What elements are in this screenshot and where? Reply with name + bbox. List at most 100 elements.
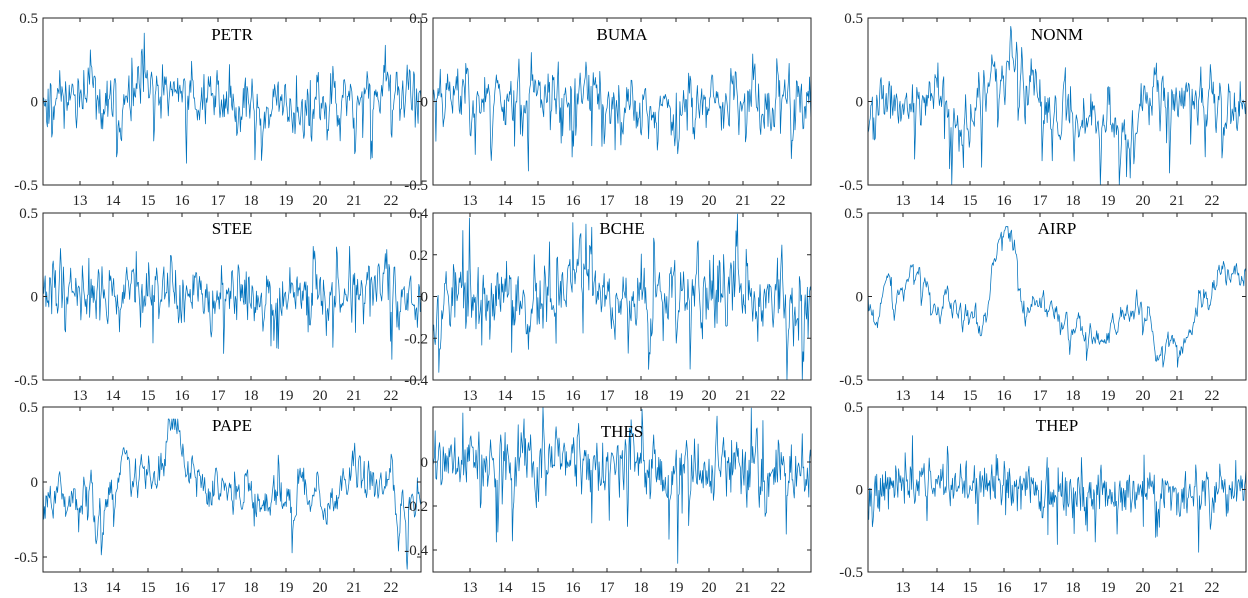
x-tick-label: 21 (1170, 388, 1185, 404)
x-tick-label: 13 (896, 388, 911, 404)
axis-box (867, 212, 1247, 381)
x-tick-label: 14 (106, 580, 122, 596)
x-tick-label: 22 (384, 580, 399, 596)
x-tick-label: 18 (1066, 580, 1081, 596)
x-tick-label: 13 (463, 388, 478, 404)
x-tick-label: 21 (1170, 580, 1185, 596)
y-tick-label: 0 (856, 483, 864, 499)
x-tick-label: 20 (1136, 580, 1151, 596)
series-line-thep (868, 435, 1246, 553)
panel-title: PAPE (212, 416, 252, 435)
y-tick-label: 0.5 (19, 11, 38, 27)
y-tick-label: -0.5 (404, 178, 428, 194)
series-line-pape (43, 418, 421, 570)
x-tick-label: 21 (736, 580, 751, 596)
y-tick-label: 0.2 (409, 248, 428, 264)
x-tick-label: 15 (963, 193, 978, 209)
y-tick-label: -0.2 (404, 331, 428, 347)
x-tick-label: 16 (175, 580, 191, 596)
panel-thes: 0 -0.2 -0.4 13 14 15 16 17 18 19 20 21 22 THES (404, 406, 812, 596)
x-tick-label: 14 (106, 388, 122, 404)
x-tick-label: 19 (279, 193, 294, 209)
x-tick-label: 14 (106, 193, 122, 209)
panel-title: BCHE (599, 219, 644, 238)
x-tick-label: 22 (384, 193, 399, 209)
series-line-airp (868, 225, 1246, 368)
x-tick-label: 17 (600, 193, 616, 209)
x-tick-label: 19 (1101, 388, 1116, 404)
y-tick-label: 0.5 (844, 11, 863, 27)
series-line-petr (43, 32, 421, 164)
x-tick-label: 15 (141, 580, 156, 596)
y-tick-label: 0 (421, 95, 429, 111)
panel-petr: 0.5 0 -0.5 13 14 15 16 17 18 19 20 21 22 PETR (14, 11, 422, 209)
y-tick-label: -0.4 (404, 373, 428, 389)
y-tick-label: 0 (31, 475, 39, 491)
x-tick-label: 22 (771, 580, 786, 596)
series-line-nonm (868, 25, 1246, 185)
x-tick-label: 21 (736, 193, 751, 209)
axis-box (42, 406, 422, 573)
panel-title: AIRP (1038, 219, 1077, 238)
x-tick-label: 19 (1101, 193, 1116, 209)
y-tick-label: -0.5 (839, 373, 863, 389)
y-tick-label: 0.5 (19, 400, 38, 416)
x-tick-label: 20 (313, 193, 328, 209)
panel-buma: 0.5 0 -0.5 13 14 15 16 17 18 19 20 21 22 BUMA (404, 11, 812, 209)
x-tick-label: 16 (997, 388, 1013, 404)
panel-bche: 0.4 0.2 0 -0.2 -0.4 13 14 15 16 17 18 19 20 21 22 BCHE (404, 206, 812, 404)
x-tick-label: 17 (211, 580, 227, 596)
x-tick-label: 22 (1205, 580, 1220, 596)
x-tick-label: 20 (1136, 388, 1151, 404)
x-tick-label: 14 (498, 580, 514, 596)
panel-nonm: 0.5 0 -0.5 13 14 15 16 17 18 19 20 21 22 NONM (839, 11, 1247, 209)
x-tick-label: 21 (1170, 193, 1185, 209)
series-line-stee (43, 246, 421, 360)
y-tick-label: 0 (856, 290, 864, 306)
x-tick-label: 14 (498, 193, 514, 209)
x-tick-label: 22 (771, 388, 786, 404)
x-tick-label: 17 (1033, 580, 1049, 596)
x-tick-label: 16 (175, 388, 191, 404)
x-tick-label: 20 (702, 388, 717, 404)
x-tick-label: 13 (896, 193, 911, 209)
x-tick-label: 13 (73, 580, 88, 596)
x-tick-label: 22 (1205, 193, 1220, 209)
y-tick-label: -0.5 (839, 565, 863, 581)
y-tick-label: -0.4 (404, 543, 428, 559)
y-tick-label: 0.5 (19, 206, 38, 222)
x-tick-label: 17 (1033, 388, 1049, 404)
panel-stee: 0.5 0 -0.5 13 14 15 16 17 18 19 20 21 22 STEE (14, 206, 422, 404)
x-tick-label: 21 (347, 388, 362, 404)
x-tick-label: 18 (244, 193, 259, 209)
x-tick-label: 19 (669, 580, 684, 596)
x-tick-label: 19 (669, 193, 684, 209)
x-tick-label: 15 (141, 193, 156, 209)
x-tick-label: 22 (1205, 388, 1220, 404)
panel-title: PETR (211, 25, 253, 44)
x-tick-label: 15 (531, 388, 546, 404)
panel-thep: 0.5 0 -0.5 13 14 15 16 17 18 19 20 21 22 THEP (839, 400, 1247, 596)
axis-box (432, 406, 812, 573)
x-tick-label: 16 (566, 580, 582, 596)
x-tick-label: 13 (463, 193, 478, 209)
x-tick-label: 18 (244, 580, 259, 596)
x-tick-label: 21 (347, 193, 362, 209)
x-tick-label: 21 (736, 388, 751, 404)
x-tick-label: 13 (73, 388, 88, 404)
panel-title: THEP (1036, 416, 1079, 435)
y-tick-label: 0 (421, 455, 429, 471)
x-tick-label: 14 (930, 388, 946, 404)
panel-airp: 0.5 0 -0.5 13 14 15 16 17 18 19 20 21 22 AIRP (839, 206, 1247, 404)
x-tick-label: 19 (1101, 580, 1116, 596)
y-tick-label: 0.5 (844, 400, 863, 416)
x-tick-label: 20 (313, 388, 328, 404)
x-tick-label: 22 (771, 193, 786, 209)
x-tick-label: 19 (279, 388, 294, 404)
x-tick-label: 18 (634, 193, 649, 209)
y-tick-label: 0.4 (409, 206, 428, 222)
x-tick-label: 18 (244, 388, 259, 404)
x-tick-label: 20 (702, 580, 717, 596)
x-tick-label: 16 (997, 193, 1013, 209)
